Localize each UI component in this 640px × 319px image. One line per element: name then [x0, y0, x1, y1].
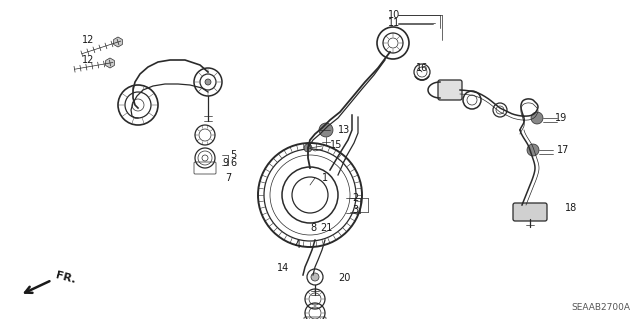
Circle shape — [304, 144, 312, 152]
Text: 17: 17 — [557, 145, 570, 155]
Text: 9: 9 — [222, 158, 228, 168]
FancyBboxPatch shape — [438, 80, 462, 100]
Text: 8: 8 — [310, 223, 316, 233]
Text: 21: 21 — [320, 223, 332, 233]
Text: FR.: FR. — [54, 271, 76, 286]
Text: 11: 11 — [388, 18, 400, 28]
Text: 10: 10 — [388, 10, 400, 20]
Text: 4: 4 — [295, 240, 301, 250]
Circle shape — [319, 123, 333, 137]
Text: 14: 14 — [277, 263, 289, 273]
Text: 3: 3 — [352, 205, 358, 215]
Text: SEAAB2700A: SEAAB2700A — [571, 303, 630, 313]
FancyBboxPatch shape — [513, 203, 547, 221]
Text: 12: 12 — [82, 55, 94, 65]
Text: 6: 6 — [230, 158, 236, 168]
Text: 20: 20 — [338, 273, 350, 283]
Circle shape — [311, 273, 319, 281]
Circle shape — [527, 144, 539, 156]
Text: 1: 1 — [322, 173, 328, 183]
Text: 5: 5 — [230, 150, 236, 160]
Text: 15: 15 — [330, 140, 342, 150]
Text: 19: 19 — [555, 113, 567, 123]
Circle shape — [205, 79, 211, 85]
Circle shape — [531, 112, 543, 124]
Text: 2: 2 — [352, 193, 358, 203]
Text: 18: 18 — [565, 203, 577, 213]
Text: 13: 13 — [338, 125, 350, 135]
Text: 7: 7 — [225, 173, 231, 183]
Text: 12: 12 — [82, 35, 94, 45]
Text: 16: 16 — [416, 63, 428, 73]
